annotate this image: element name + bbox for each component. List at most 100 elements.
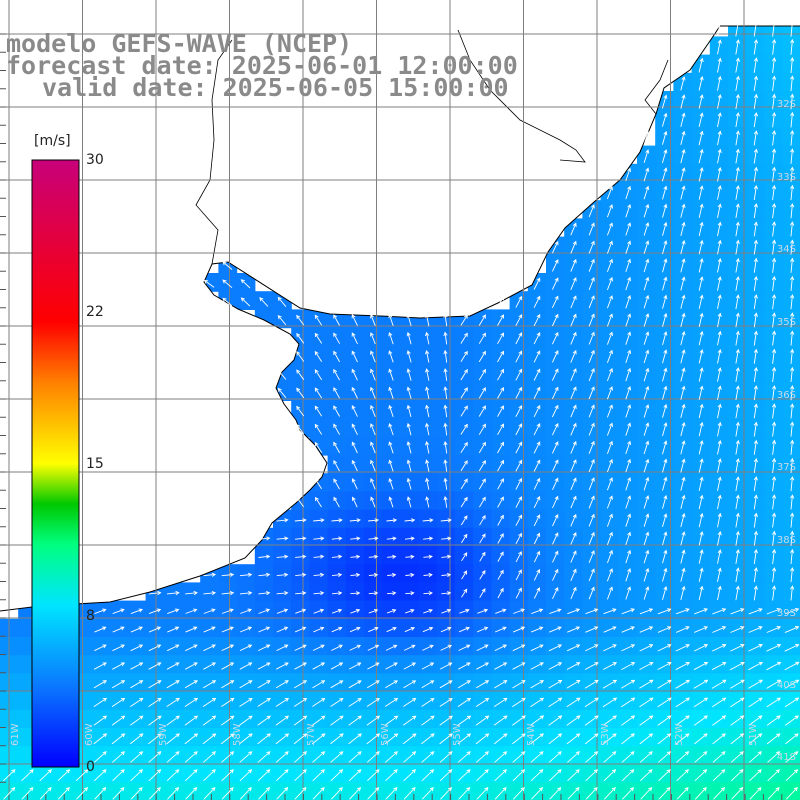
field-cell (291, 509, 310, 529)
wind-arrow-head (175, 697, 180, 702)
wind-arrow-head (627, 513, 632, 518)
wind-arrow (570, 241, 577, 254)
wind-arrow-head (681, 567, 686, 573)
field-cell (582, 746, 602, 765)
wind-arrow (203, 787, 216, 800)
wind-arrow-head (465, 626, 470, 631)
wind-arrow-head (518, 587, 522, 592)
wind-arrow (717, 531, 721, 546)
wind-arrow (222, 297, 233, 307)
wind-arrow-head (629, 787, 635, 792)
wind-arrow (204, 280, 215, 288)
wind-arrow-head (717, 385, 722, 390)
wind-arrow (366, 769, 380, 782)
wind-arrow-head (735, 530, 740, 536)
wind-arrow (277, 297, 287, 307)
wind-arrow-head (630, 733, 635, 738)
wind-arrow (551, 460, 559, 472)
wind-arrow (570, 405, 577, 418)
wind-arrow (293, 733, 307, 745)
wind-arrow-head (447, 536, 452, 541)
wind-arrow-head (609, 549, 613, 555)
field-cell (455, 327, 474, 347)
field-cell (273, 673, 292, 693)
wind-arrow (530, 751, 544, 763)
wind-arrow (772, 167, 775, 182)
wind-arrow-head (663, 221, 668, 227)
wind-arrow-head (663, 185, 668, 191)
wind-arrow (698, 113, 703, 128)
wind-arrow (658, 751, 671, 763)
wind-arrow-head (554, 295, 559, 300)
field-cell (291, 655, 310, 674)
wind-arrow (184, 733, 198, 745)
wind-arrow (772, 39, 775, 55)
wind-arrow-head (484, 662, 490, 667)
wind-arrow-head (333, 332, 338, 337)
wind-arrow (2, 769, 16, 782)
wind-arrow-head (575, 644, 581, 649)
wind-arrow-head (554, 441, 559, 446)
wind-arrow (257, 662, 271, 670)
wind-arrow (370, 387, 376, 399)
wind-arrow-head (576, 662, 581, 666)
wind-arrow (533, 350, 541, 363)
field-cell (400, 491, 420, 511)
wind-arrow (515, 314, 522, 327)
field-cell (582, 709, 602, 729)
wind-arrow (643, 259, 649, 273)
wind-arrow (551, 259, 559, 272)
wind-arrow (588, 204, 595, 218)
wind-arrow-head (590, 477, 595, 482)
wind-arrow-head (627, 404, 632, 409)
wind-arrow-head (485, 715, 490, 720)
wind-arrow-head (609, 276, 613, 282)
field-cell (327, 473, 347, 492)
wind-arrow (680, 368, 685, 382)
wind-arrow (772, 567, 775, 583)
field-cell (109, 728, 128, 747)
wind-arrow (515, 442, 522, 454)
wind-arrow-head (388, 423, 393, 428)
wind-arrow-head (121, 715, 126, 720)
wind-arrow (533, 569, 540, 581)
wind-arrow-head (320, 787, 325, 792)
wind-arrow (570, 296, 577, 309)
wind-arrow (129, 733, 144, 745)
field-cell (509, 782, 529, 800)
wind-arrow-head (699, 130, 704, 136)
wind-arrow (21, 769, 34, 782)
wind-arrow-head (685, 662, 691, 666)
wind-arrow (203, 644, 216, 652)
wind-arrow-head (717, 75, 722, 81)
wind-arrow (643, 168, 649, 182)
field-cell (527, 673, 547, 693)
wind-arrow-head (193, 590, 198, 596)
field-cell (218, 637, 238, 656)
wind-arrow-head (500, 514, 504, 520)
field-cell (673, 618, 693, 638)
wind-arrow (497, 314, 504, 326)
wind-arrow (368, 519, 379, 522)
wind-arrow (680, 386, 685, 400)
wind-arrow (772, 112, 775, 128)
wind-arrow-head (735, 221, 740, 226)
wind-arrow-head (703, 751, 708, 756)
wind-arrow-head (102, 697, 108, 702)
field-cell (291, 764, 310, 784)
field-cell (309, 509, 329, 529)
wind-arrow-head (666, 769, 671, 774)
field-cell (655, 746, 674, 765)
wind-arrow-head (406, 441, 411, 446)
field-cell (54, 782, 74, 800)
field-cell (400, 473, 420, 492)
field-cell (455, 782, 474, 800)
wind-arrow (603, 769, 616, 782)
wind-arrow-head (351, 478, 356, 483)
wind-arrow (603, 608, 616, 615)
wind-arrow-head (521, 751, 526, 756)
lat-label: 32S (776, 99, 796, 110)
wind-arrow-head (521, 733, 526, 738)
field-cell (455, 345, 474, 365)
wind-arrow-head (266, 662, 271, 667)
